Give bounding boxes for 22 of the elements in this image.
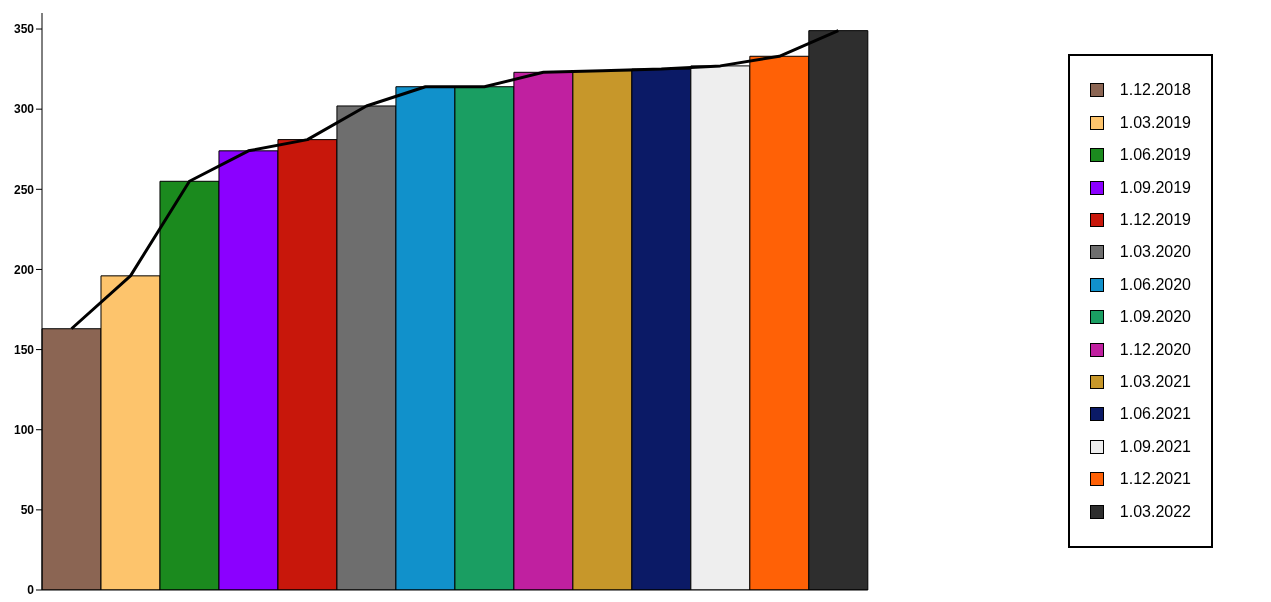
y-tick-label: 50 [20, 503, 35, 518]
y-tick-label: 150 [13, 342, 35, 357]
legend-label: 1.06.2020 [1119, 275, 1191, 294]
legend-label: 1.09.2021 [1119, 437, 1191, 456]
legend-label: 1.12.2021 [1119, 470, 1191, 489]
y-tick-label: 100 [13, 422, 35, 437]
legend-label: 1.03.2019 [1119, 113, 1191, 132]
y-tick-label: 250 [13, 182, 35, 197]
legend-label: 1.12.2018 [1119, 81, 1191, 100]
legend-label: 1.09.2020 [1119, 308, 1191, 327]
legend-label: 1.06.2019 [1119, 146, 1191, 165]
y-tick-label: 350 [13, 22, 35, 37]
y-tick-label: 200 [13, 262, 35, 277]
legend-label: 1.06.2021 [1119, 405, 1191, 424]
legend-label: 1.09.2019 [1119, 178, 1191, 197]
legend-label: 1.03.2020 [1119, 243, 1191, 262]
y-tick-label: 0 [27, 583, 35, 598]
legend-label: 1.12.2020 [1119, 340, 1191, 359]
y-tick-label: 300 [13, 102, 35, 117]
legend-label: 1.12.2019 [1119, 211, 1191, 230]
legend-label: 1.03.2022 [1119, 502, 1191, 521]
legend-label: 1.03.2021 [1119, 372, 1191, 391]
